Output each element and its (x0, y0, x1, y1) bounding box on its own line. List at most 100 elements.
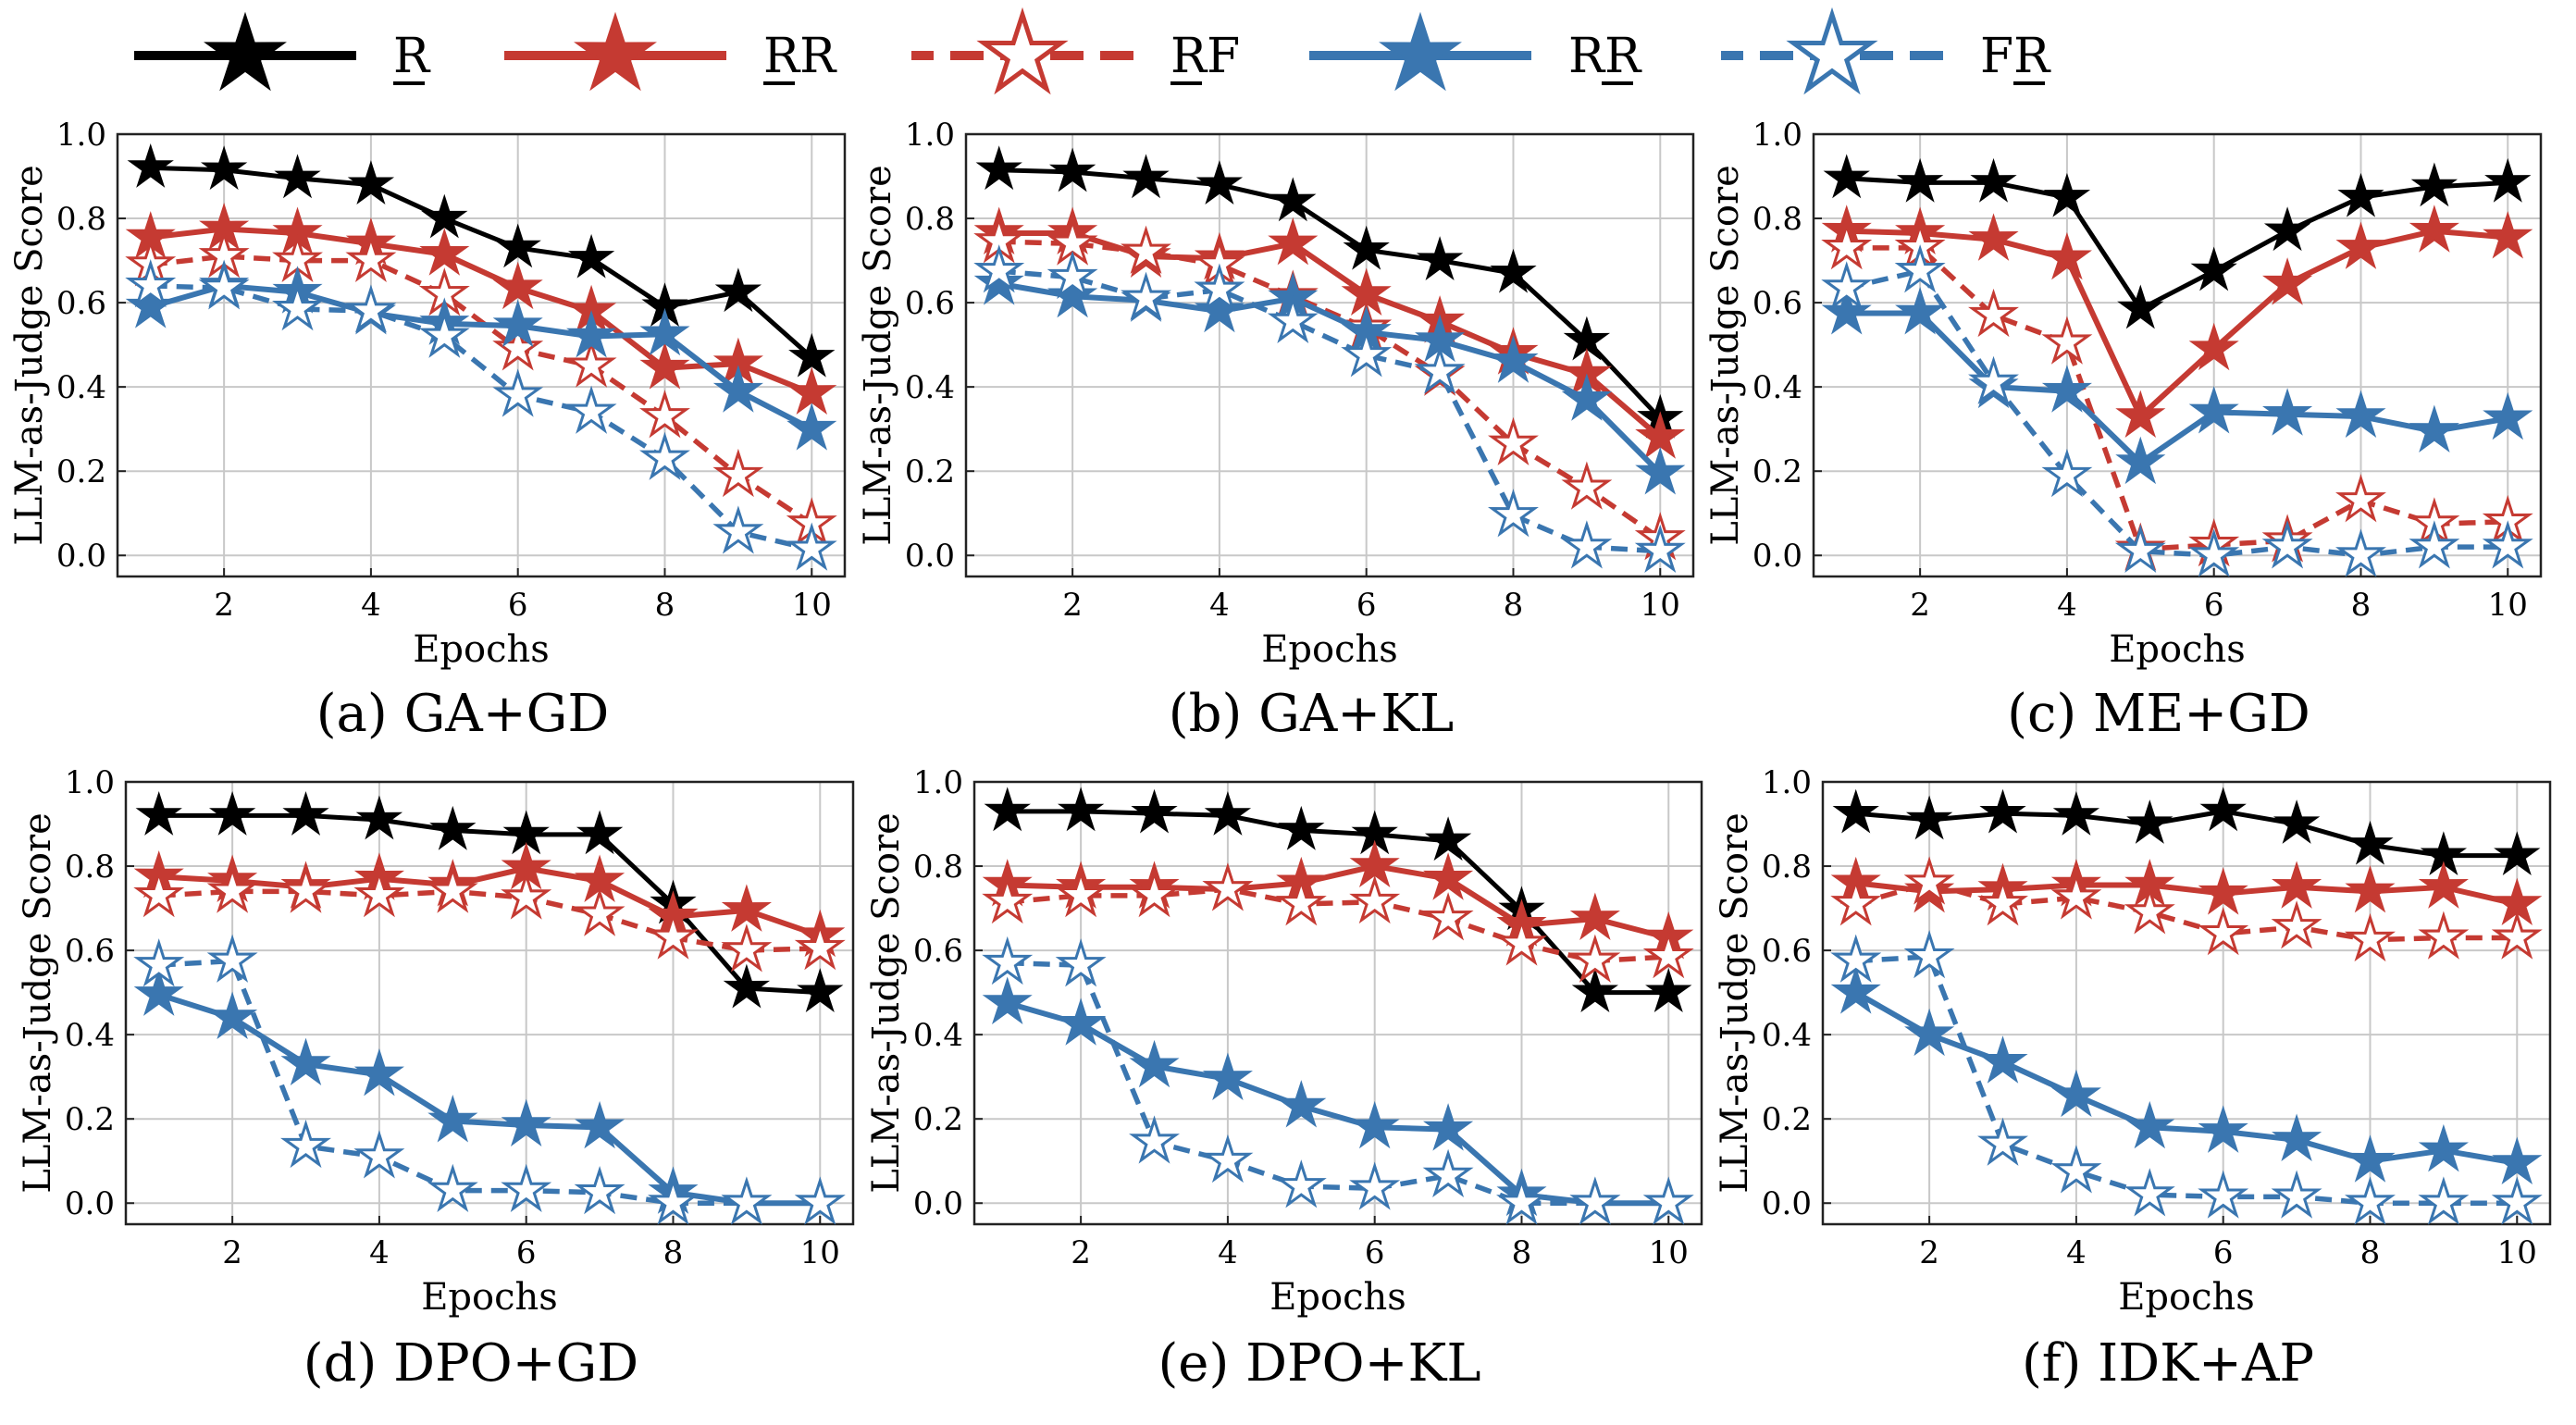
x-tick-label: 4 (1218, 1234, 1238, 1271)
y-tick-label: 0.4 (913, 1017, 963, 1054)
data-point-rr-blue (280, 1037, 331, 1086)
data-point-r (1832, 788, 1879, 834)
data-point-r (2117, 284, 2164, 329)
data-point-fr (492, 368, 544, 417)
data-point-fr (1634, 524, 1686, 574)
data-point-rf (1903, 856, 1955, 905)
data-point-rr-red (639, 341, 690, 390)
series-group (133, 790, 846, 1225)
data-point-rf (1275, 877, 1327, 926)
y-tick-label: 0.4 (56, 369, 106, 406)
data-point-rr-red (419, 228, 470, 276)
y-tick-label: 1.0 (905, 117, 955, 154)
data-point-fr (794, 1176, 846, 1225)
data-point-r (1057, 787, 1105, 832)
data-point-r (1416, 236, 1464, 280)
data-point-r (2043, 172, 2091, 217)
x-tick-label: 8 (663, 1234, 684, 1271)
data-point-rr-blue (575, 1100, 625, 1149)
data-point-r (274, 154, 321, 199)
data-point-fr (345, 284, 397, 333)
data-point-rr-blue (786, 403, 837, 451)
data-point-rr-blue (1904, 1008, 1955, 1057)
legend-star-icon (976, 6, 1069, 95)
data-point-fr (1894, 244, 1946, 293)
data-point-fr (418, 309, 470, 358)
data-point-fr (2409, 520, 2460, 569)
data-point-fr (1569, 1176, 1621, 1225)
data-point-fr (198, 261, 250, 310)
data-point-fr (1055, 938, 1107, 987)
axes-frame (964, 132, 1695, 578)
panel-1: 2 4 6 8 10 0.0 0.2 0.4 0.6 0.8 1.0 Epochs LLM-as-Jud… (8, 117, 847, 744)
data-point-rr-red (1968, 213, 2019, 261)
data-point-r (2484, 157, 2532, 203)
data-point-fr (2114, 524, 2166, 574)
y-tick-label: 0.6 (65, 933, 115, 970)
data-point-fr (280, 1119, 331, 1169)
data-point-fr (125, 259, 177, 308)
y-tick-label: 0.0 (905, 538, 955, 575)
x-tick-label: 4 (369, 1234, 390, 1271)
y-tick-label: 1.0 (56, 117, 106, 154)
data-point-r (576, 810, 624, 855)
data-point-rf (1830, 877, 1882, 926)
data-point-rf (2050, 871, 2102, 920)
data-point-rr-blue (1202, 1052, 1253, 1100)
data-point-r (127, 142, 174, 188)
series-line-rr-blue (1006, 1000, 1669, 1207)
y-tick-label: 0.2 (56, 453, 106, 490)
x-tick-label: 10 (800, 1234, 840, 1271)
data-point-rr-blue (2188, 386, 2239, 434)
data-point-fr (2418, 1176, 2470, 1225)
panel-4: 2 4 6 8 10 0.0 0.2 0.4 0.6 0.8 1.0 Epochs LLM-as-Jud… (17, 764, 855, 1394)
data-point-r (1645, 968, 1692, 1013)
data-point-rr-blue (1488, 335, 1539, 383)
x-tick-label: 10 (1641, 587, 1680, 624)
y-tick-label: 0.2 (913, 1101, 963, 1138)
data-point-r (723, 963, 771, 1009)
panel-caption: (e) DPO+KL (1158, 1333, 1480, 1394)
data-point-r (421, 193, 468, 239)
series-group (982, 787, 1694, 1225)
x-tick-label: 4 (361, 587, 381, 624)
data-point-rr-blue (1194, 284, 1245, 333)
data-point-r (135, 790, 182, 836)
data-point-fr (133, 938, 185, 987)
series-line-r (998, 167, 1663, 421)
data-point-r (2273, 799, 2321, 844)
x-axis-label: Epochs (2118, 1276, 2255, 1319)
y-axis-label: LLM-as-Judge Score (17, 812, 59, 1194)
data-point-rr-blue (1977, 1035, 2028, 1084)
y-axis-label: LLM-as-Judge Score (857, 165, 899, 546)
data-point-rf (712, 448, 764, 498)
data-point-r (714, 267, 762, 313)
data-point-rf (1129, 869, 1180, 918)
y-tick-label: 0.4 (1762, 1017, 1812, 1054)
data-point-fr (712, 505, 764, 554)
data-point-rf (2418, 911, 2470, 960)
data-point-fr (1561, 520, 1613, 569)
x-tick-label: 10 (1649, 1234, 1689, 1271)
data-point-rf (501, 871, 552, 920)
series-line-rr-red (998, 229, 1663, 440)
series-line-r (1007, 809, 1669, 996)
data-point-rf (1496, 917, 1547, 966)
data-point-rr-blue (2115, 436, 2166, 485)
data-point-fr (1422, 1148, 1474, 1198)
panel-caption: (c) ME+GD (2007, 684, 2310, 744)
legend-item-rf: RF (911, 6, 1240, 95)
series-line-rr-red (158, 865, 822, 938)
series-line-rf (1854, 880, 2518, 943)
data-point-fr (2050, 1145, 2102, 1194)
data-point-rr-blue (2050, 1069, 2101, 1118)
data-point-fr (501, 1163, 552, 1212)
data-point-r (200, 145, 248, 191)
series-line-r (158, 812, 821, 996)
series-line-r (1855, 809, 2518, 859)
data-point-fr (648, 1176, 699, 1225)
data-point-rr-blue (2335, 390, 2386, 439)
data-point-rr-blue (207, 991, 258, 1039)
legend-star-icon (1379, 11, 1462, 92)
legend-item-rr-red: RR (504, 11, 837, 92)
